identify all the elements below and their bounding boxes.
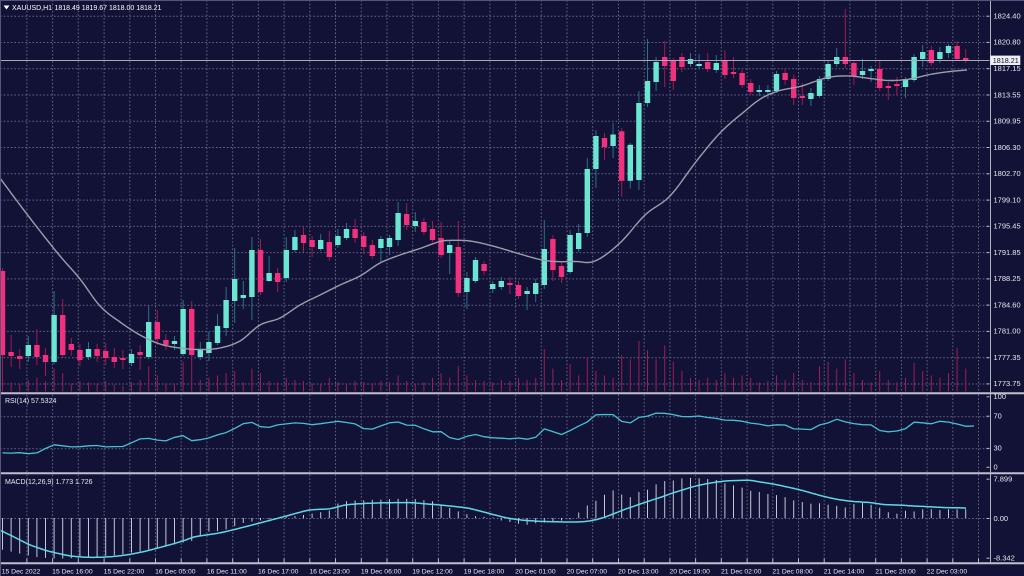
svg-text:1773.75: 1773.75 — [994, 379, 1021, 388]
svg-text:21 Dec 20:00: 21 Dec 20:00 — [875, 569, 916, 576]
svg-text:70: 70 — [994, 412, 1002, 421]
svg-text:15 Dec 2022: 15 Dec 2022 — [2, 569, 41, 576]
svg-text:20 Dec 19:00: 20 Dec 19:00 — [669, 569, 710, 576]
svg-text:1818.49 1819.67 1818.00 1818.2: 1818.49 1819.67 1818.00 1818.21 — [55, 5, 162, 12]
svg-text:21 Dec 08:00: 21 Dec 08:00 — [772, 569, 813, 576]
svg-text:-8.342: -8.342 — [994, 554, 1015, 563]
svg-text:1820.80: 1820.80 — [994, 38, 1021, 47]
svg-text:MACD(12,26,9) 1.773 1.726: MACD(12,26,9) 1.773 1.726 — [5, 479, 93, 486]
svg-text:1813.55: 1813.55 — [994, 90, 1021, 99]
svg-text:16 Dec 05:00: 16 Dec 05:00 — [155, 569, 196, 576]
svg-text:1795.45: 1795.45 — [994, 222, 1021, 231]
svg-text:19 Dec 12:00: 19 Dec 12:00 — [412, 569, 453, 576]
svg-text:15 Dec 22:00: 15 Dec 22:00 — [104, 569, 145, 576]
svg-text:1802.70: 1802.70 — [994, 169, 1021, 178]
svg-text:0: 0 — [994, 463, 998, 472]
svg-text:100: 100 — [994, 392, 1007, 401]
svg-text:20 Dec 13:00: 20 Dec 13:00 — [618, 569, 659, 576]
svg-text:22 Dec 03:00: 22 Dec 03:00 — [927, 569, 968, 576]
svg-text:XAUUSD,H1: XAUUSD,H1 — [12, 5, 52, 12]
svg-text:7.899: 7.899 — [994, 475, 1013, 484]
svg-text:21 Dec 14:00: 21 Dec 14:00 — [824, 569, 865, 576]
svg-text:19 Dec 18:00: 19 Dec 18:00 — [464, 569, 505, 576]
svg-text:1818.21: 1818.21 — [993, 56, 1019, 65]
svg-text:1809.95: 1809.95 — [994, 117, 1021, 126]
svg-text:RSI(14) 57.5324: RSI(14) 57.5324 — [5, 398, 56, 405]
svg-text:15 Dec 16:00: 15 Dec 16:00 — [52, 569, 93, 576]
svg-text:30: 30 — [994, 444, 1002, 453]
svg-text:16 Dec 17:00: 16 Dec 17:00 — [258, 569, 299, 576]
svg-text:1784.60: 1784.60 — [994, 300, 1021, 309]
svg-text:1781.00: 1781.00 — [994, 327, 1021, 336]
svg-text:1817.15: 1817.15 — [994, 64, 1021, 73]
svg-text:1777.35: 1777.35 — [994, 353, 1021, 362]
svg-text:1788.25: 1788.25 — [994, 274, 1021, 283]
svg-text:1791.85: 1791.85 — [994, 248, 1021, 257]
svg-text:0.00: 0.00 — [994, 514, 1009, 523]
svg-text:1799.10: 1799.10 — [994, 195, 1021, 204]
svg-text:21 Dec 02:00: 21 Dec 02:00 — [721, 569, 762, 576]
svg-text:16 Dec 23:00: 16 Dec 23:00 — [309, 569, 350, 576]
svg-text:20 Dec 07:00: 20 Dec 07:00 — [567, 569, 608, 576]
svg-text:1806.30: 1806.30 — [994, 143, 1021, 152]
svg-text:20 Dec 01:00: 20 Dec 01:00 — [515, 569, 556, 576]
svg-text:19 Dec 06:00: 19 Dec 06:00 — [361, 569, 402, 576]
svg-text:16 Dec 11:00: 16 Dec 11:00 — [207, 569, 247, 576]
svg-text:1824.40: 1824.40 — [994, 12, 1021, 21]
